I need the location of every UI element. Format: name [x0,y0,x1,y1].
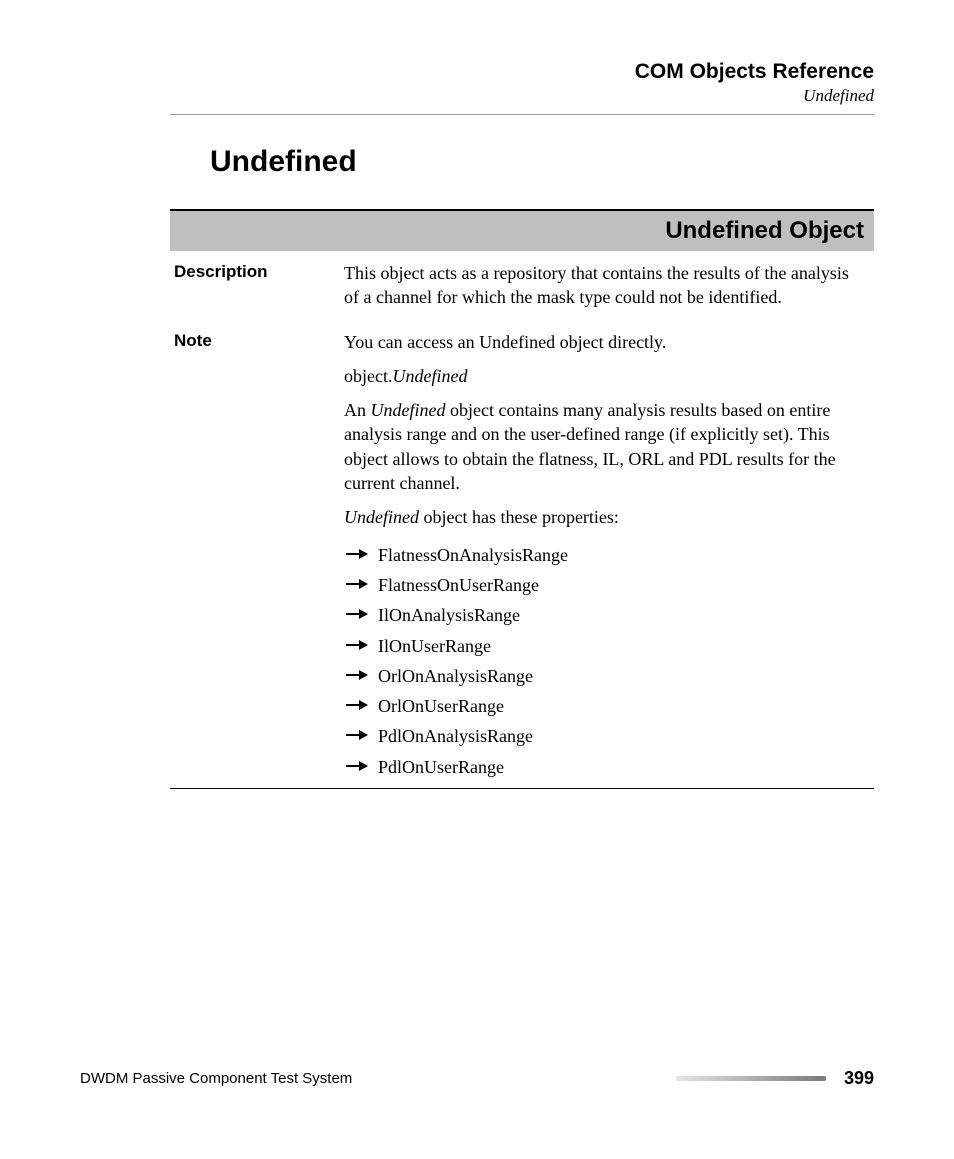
property-label: OrlOnAnalysisRange [378,666,533,686]
footer-text: DWDM Passive Component Test System [80,1070,352,1087]
property-label: PdlOnUserRange [378,757,504,777]
header-rule [170,114,874,115]
note-syntax-prefix: object. [344,366,392,386]
note-para3: Undefined object has these properties: [344,505,866,529]
property-item: FlatnessOnUserRange [344,570,866,600]
page-header: COM Objects Reference Undefined [170,60,874,115]
property-list: FlatnessOnAnalysisRange FlatnessOnUserRan… [344,540,866,782]
row-description: Description This object acts as a reposi… [170,251,874,320]
note-line1: You can access an Undefined object direc… [344,330,866,354]
arrow-icon [346,578,368,590]
footer-page-number: 399 [844,1068,874,1089]
row-body-description: This object acts as a repository that co… [344,261,874,320]
property-label: IlOnAnalysisRange [378,605,520,625]
property-item: IlOnUserRange [344,631,866,661]
property-item: OrlOnAnalysisRange [344,661,866,691]
object-table: Undefined Object Description This object… [170,209,874,789]
arrow-icon [346,760,368,772]
note-para2-italic: Undefined [371,400,446,420]
arrow-icon [346,729,368,741]
table-end-rule [170,788,874,789]
note-syntax: object.Undefined [344,364,866,388]
header-subtitle: Undefined [170,86,874,106]
property-label: OrlOnUserRange [378,696,504,716]
row-label-note: Note [170,330,344,782]
property-item: FlatnessOnAnalysisRange [344,540,866,570]
arrow-icon [346,669,368,681]
note-syntax-italic: Undefined [392,366,467,386]
description-text: This object acts as a repository that co… [344,261,866,310]
section-title: Undefined [210,145,874,179]
property-item: PdlOnUserRange [344,752,866,782]
note-para3-rest: object has these properties: [419,507,619,527]
arrow-icon [346,639,368,651]
footer-bar [676,1076,826,1081]
note-para2: An Undefined object contains many analys… [344,398,866,495]
property-item: OrlOnUserRange [344,691,866,721]
page-footer: DWDM Passive Component Test System 399 [80,1068,874,1089]
property-item: PdlOnAnalysisRange [344,721,866,751]
property-item: IlOnAnalysisRange [344,600,866,630]
object-banner: Undefined Object [170,209,874,251]
row-body-note: You can access an Undefined object direc… [344,330,874,782]
row-label-description: Description [170,261,344,320]
document-page: COM Objects Reference Undefined Undefine… [0,0,954,1159]
property-label: IlOnUserRange [378,636,491,656]
row-note: Note You can access an Undefined object … [170,320,874,782]
arrow-icon [346,699,368,711]
property-label: FlatnessOnAnalysisRange [378,545,568,565]
header-title: COM Objects Reference [170,60,874,84]
arrow-icon [346,548,368,560]
note-para3-italic: Undefined [344,507,419,527]
arrow-icon [346,608,368,620]
property-label: FlatnessOnUserRange [378,575,539,595]
property-label: PdlOnAnalysisRange [378,726,533,746]
